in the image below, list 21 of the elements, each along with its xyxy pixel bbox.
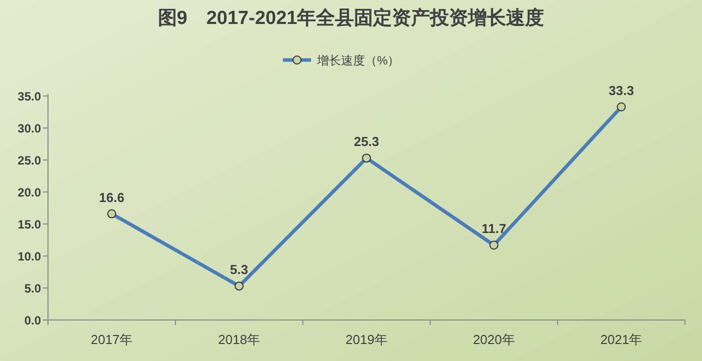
y-tick-label: 20.0 bbox=[18, 186, 42, 200]
x-tick-label: 2017年 bbox=[90, 332, 133, 347]
x-tick-label: 2019年 bbox=[346, 332, 388, 347]
data-label: 25.3 bbox=[354, 134, 380, 150]
data-label: 16.6 bbox=[99, 190, 124, 205]
x-tick-label: 2018年 bbox=[218, 332, 260, 347]
data-label: 11.7 bbox=[482, 221, 506, 236]
chart-title: 图9 2017-2021年全县固定资产投资增长速度 bbox=[158, 7, 544, 29]
x-tick-label: 2020年 bbox=[472, 332, 515, 347]
y-tick-label: 0.0 bbox=[24, 314, 42, 328]
y-tick-label: 5.0 bbox=[24, 282, 42, 296]
y-tick-label: 25.0 bbox=[18, 154, 42, 168]
y-tick-label: 15.0 bbox=[18, 218, 42, 232]
y-tick-label: 35.0 bbox=[18, 90, 42, 104]
data-label: 5.3 bbox=[230, 262, 248, 278]
y-tick-label: 30.0 bbox=[18, 122, 42, 136]
y-tick-label: 10.0 bbox=[18, 250, 42, 264]
legend: 增长速度（%） bbox=[283, 54, 400, 68]
data-label: 33.3 bbox=[608, 82, 634, 98]
legend-label: 增长速度（%） bbox=[316, 54, 400, 68]
x-tick-label: 2021年 bbox=[600, 332, 642, 347]
